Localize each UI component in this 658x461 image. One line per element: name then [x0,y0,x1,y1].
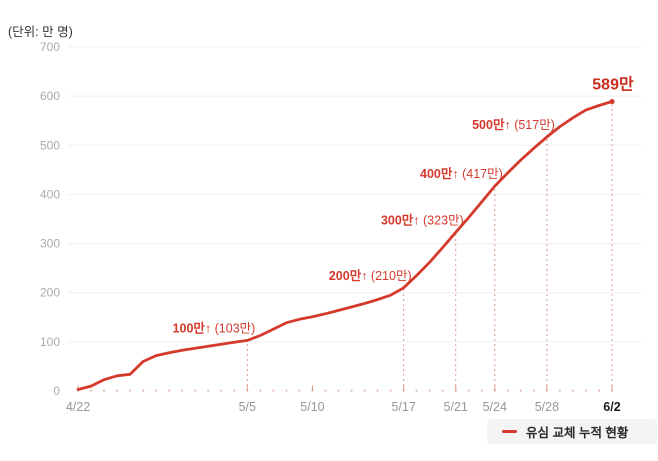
x-axis-label-5/24: 5/24 [483,400,507,414]
milestone-annotation: 500만↑ (517만) [472,117,555,132]
x-axis-day-tick [220,389,223,392]
final-value-annotation: 589만 [592,76,634,94]
y-axis-label-100: 100 [40,335,60,349]
legend: 유심 교체 누적 현황 [487,419,657,444]
x-axis-day-tick [519,389,522,392]
milestone-annotation: 200만↑ (210만) [329,268,412,283]
x-axis-day-tick [324,389,327,392]
x-axis-day-tick [181,389,184,392]
x-axis-label-5/10: 5/10 [300,400,324,414]
x-axis-day-tick [350,389,353,392]
x-axis-day-tick [415,389,418,392]
x-axis-label-4/22: 4/22 [66,400,90,414]
series-line-cumulative-sim-replacements [76,100,614,391]
x-axis-label-5/28: 5/28 [535,400,559,414]
x-axis-day-tick [116,389,119,392]
x-axis-day-tick [337,389,340,392]
x-axis-day-tick [571,389,574,392]
x-axis-day-tick [597,389,600,392]
x-axis-day-tick [506,389,509,392]
x-axis-label-5/17: 5/17 [391,400,415,414]
x-axis-day-tick [155,389,158,392]
y-axis-label-400: 400 [40,187,60,201]
x-axis-day-tick [467,389,470,392]
x-axis-day-tick [558,389,561,392]
y-axis-label-500: 500 [40,138,60,152]
legend-label: 유심 교체 누적 현황 [526,426,629,440]
y-axis-label-200: 200 [40,286,60,300]
x-axis-day-tick [168,389,171,392]
x-axis-day-tick [285,389,288,392]
x-axis-day-tick [259,389,262,392]
y-axis-label-700: 700 [40,40,60,54]
x-axis-day-tick [441,389,444,392]
milestone-annotation: 300만↑ (323만) [381,212,464,227]
x-axis-day-tick [376,389,379,392]
y-axis-label-0: 0 [53,384,60,398]
x-axis-day-tick [532,389,535,392]
unit-label: (단위: 만 명) [8,25,73,39]
x-axis-day-tick [584,389,587,392]
x-axis-day-tick [428,389,431,392]
x-axis-day-tick [389,389,392,392]
legend-line-marker-icon [502,430,517,433]
milestone-annotation: 100만↑ (103만) [173,320,256,335]
x-axis-day-tick [233,389,236,392]
x-axis-label-6/2: 6/2 [603,400,620,414]
x-axis-day-tick [194,389,197,392]
x-axis-day-tick [298,389,301,392]
x-axis-day-tick [272,389,275,392]
x-axis-label-5/21: 5/21 [444,400,468,414]
milestone-annotation: 400만↑ (417만) [420,166,503,181]
x-axis-day-tick [129,389,132,392]
series-endpoint-dot [609,98,615,105]
x-axis-day-tick [103,389,106,392]
x-axis-label-5/5: 5/5 [239,400,256,414]
y-axis-label-300: 300 [40,237,60,251]
x-axis-day-tick [480,389,483,392]
x-axis-day-tick [142,389,145,392]
y-axis-label-600: 600 [40,89,60,103]
x-axis-day-tick [207,389,210,392]
x-axis-day-tick [90,389,93,392]
x-axis-day-tick [363,389,366,392]
